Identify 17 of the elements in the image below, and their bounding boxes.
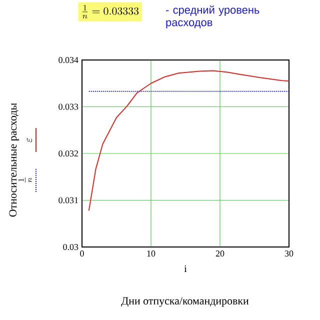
x-tick-label: 20 [216, 250, 224, 257]
x-tick-label: 0 [80, 250, 84, 257]
y-axis-title: Относительные расходы [9, 103, 19, 217]
y-tick-label: 0.03 [63, 244, 78, 250]
y-tick-label: 0.034 [58, 56, 78, 64]
x-axis-title: i [184, 265, 187, 272]
legend-label: $\frac{1}{n}$ [18, 177, 32, 183]
legend-label: $\varepsilon$ [26, 138, 32, 142]
x-tick-label: 10 [147, 250, 156, 257]
line-series [88, 70, 289, 212]
chart-title: $\frac{1}{n} = 0.03333$ [82, 5, 139, 18]
chart-subtitle: - средний уровень расходов [166, 6, 260, 28]
text: Дни отпуска/командировки [121, 297, 249, 307]
y-tick-label: 0.033 [58, 104, 78, 110]
x-tick-label: 30 [284, 250, 294, 257]
y-tick-label: 0.032 [58, 150, 78, 157]
y-tick-label: 0.031 [58, 197, 78, 204]
